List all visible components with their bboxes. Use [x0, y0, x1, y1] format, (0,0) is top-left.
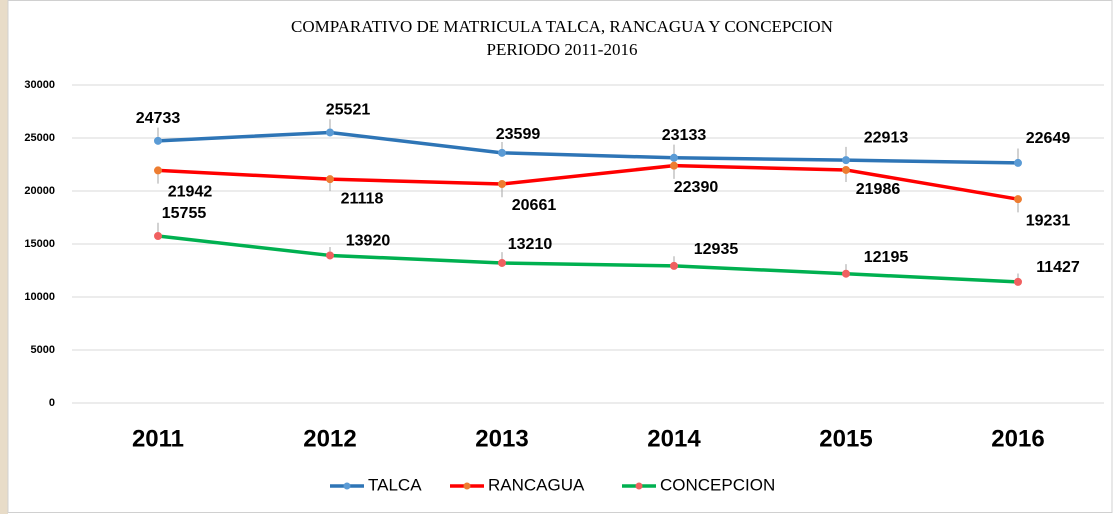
data-label: 21118	[341, 190, 384, 207]
series-line	[157, 234, 1019, 284]
point	[154, 136, 162, 145]
y-tick-label: 30000	[24, 79, 55, 91]
series-line	[157, 163, 1019, 201]
data-label: 22913	[864, 129, 909, 146]
x-tick-label: 2013	[475, 425, 528, 452]
point	[670, 161, 678, 170]
point	[154, 166, 162, 175]
legend-marker	[463, 482, 471, 490]
x-tick-label: 2011	[132, 425, 184, 452]
data-label: 11427	[1036, 259, 1080, 276]
data-label: 15755	[162, 205, 207, 222]
point	[842, 156, 850, 165]
point	[670, 153, 678, 162]
point	[670, 261, 678, 270]
data-label: 24733	[136, 110, 181, 127]
data-label: 19231	[1026, 212, 1071, 229]
chart-title: COMPARATIVO DE MATRICULA TALCA, RANCAGUA…	[291, 17, 833, 36]
point	[326, 251, 334, 260]
data-label: 21986	[856, 181, 901, 198]
legend-marker	[343, 482, 351, 490]
data-label: 13920	[346, 233, 391, 250]
data-label: 12195	[864, 249, 909, 266]
data-label: 21942	[168, 184, 213, 201]
point	[498, 258, 506, 267]
point	[842, 165, 850, 174]
point	[154, 231, 162, 240]
legend-marker	[635, 482, 643, 490]
point	[498, 148, 506, 157]
data-label: 23599	[496, 126, 541, 143]
x-tick-label: 2014	[647, 425, 701, 452]
data-label: 12935	[694, 241, 739, 258]
y-tick-label: 20000	[24, 185, 55, 197]
y-tick-label: 25000	[24, 132, 55, 144]
x-tick-label: 2016	[991, 425, 1044, 452]
data-label: 23133	[662, 127, 707, 144]
point	[326, 175, 334, 184]
legend-label: RANCAGUA	[488, 475, 585, 494]
left-edge	[0, 0, 8, 514]
series-line	[157, 130, 1019, 165]
chart-border	[7, 0, 1113, 513]
y-tick-label: 5000	[31, 344, 55, 356]
point	[842, 269, 850, 278]
chart-subtitle: PERIODO 2011-2016	[487, 40, 638, 59]
point	[1014, 277, 1022, 286]
data-label: 13210	[508, 236, 553, 253]
data-label: 20661	[512, 197, 557, 214]
y-tick-label: 15000	[24, 238, 55, 250]
data-label: 22390	[674, 179, 719, 196]
y-tick-label: 0	[49, 397, 55, 409]
legend-label: TALCA	[368, 475, 422, 494]
point	[1014, 158, 1022, 167]
point	[1014, 195, 1022, 204]
y-tick-label: 10000	[24, 291, 55, 303]
data-label: 22649	[1026, 130, 1071, 147]
legend-label: CONCEPCION	[660, 475, 775, 494]
data-label: 25521	[326, 102, 371, 119]
point	[326, 128, 334, 137]
x-tick-label: 2012	[303, 425, 356, 452]
x-tick-label: 2015	[819, 425, 872, 452]
point	[498, 179, 506, 188]
